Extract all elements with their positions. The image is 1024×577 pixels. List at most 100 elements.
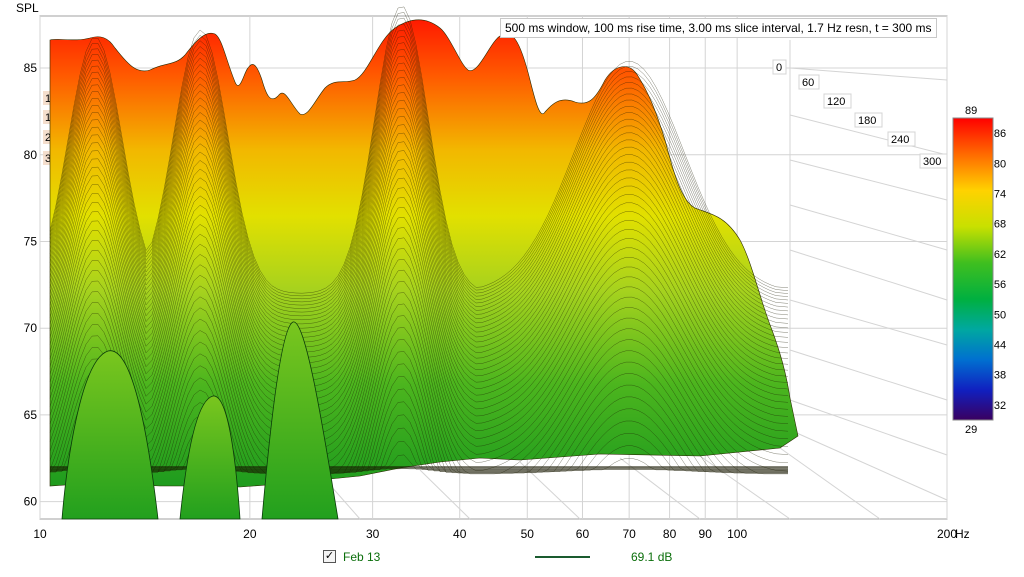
x-tick-label: 90 [699, 527, 713, 541]
x-tick-label: 80 [663, 527, 677, 541]
colorbar-tick: 62 [994, 249, 1006, 261]
time-tick-box [823, 93, 852, 109]
slice-line [49, 42, 789, 313]
slice-line [49, 62, 789, 325]
slice-line [49, 237, 789, 443]
y-tick-label: 80 [24, 148, 38, 162]
colorbar [952, 117, 994, 421]
time-tick-label: 0 [776, 62, 782, 74]
x-tick-label: 70 [622, 527, 636, 541]
colorbar-max: 89 [965, 105, 977, 117]
slice-line [50, 427, 788, 471]
front-slices [61, 321, 339, 520]
slice-line [49, 48, 789, 317]
x-tick-label: 200 [937, 527, 957, 541]
front-peak-22hz [261, 321, 339, 520]
waterfall-surface [49, 6, 799, 488]
slice-line [49, 12, 789, 297]
slice-line [49, 115, 789, 358]
colorbar-tick: 56 [994, 279, 1006, 291]
x-axis-unit: Hz [955, 527, 970, 541]
front-peak-13hz [61, 350, 159, 520]
legend-checkbox[interactable]: ✓ [323, 550, 336, 563]
slice-line [49, 197, 789, 414]
colorbar-tick: 74 [994, 189, 1006, 201]
y-tick-label: 60 [24, 495, 38, 509]
slice-line [49, 315, 788, 474]
x-tick-label: 100 [727, 527, 747, 541]
colorbar-tick: 50 [994, 309, 1006, 321]
slice-line [49, 206, 789, 421]
x-axis: 10 20 30 40 50 60 70 80 90 100 200 [33, 527, 957, 541]
x-tick-label: 10 [33, 527, 47, 541]
x-tick-label: 50 [521, 527, 535, 541]
time-tick-label: 240 [891, 134, 909, 146]
perspective-line [789, 429, 948, 501]
chart-title: 500 ms window, 100 ms rise time, 3.00 ms… [500, 18, 937, 38]
colorbar-tick: 86 [994, 128, 1006, 140]
colorbar-tick: 32 [994, 400, 1006, 412]
slice-line [49, 76, 789, 333]
time-tick-box [919, 153, 948, 169]
slice-line [49, 216, 789, 428]
perspective-line [789, 114, 948, 156]
legend: ✓ Feb 13 69.1 dB [0, 545, 1024, 569]
slice-line [49, 280, 789, 475]
slice-line [49, 159, 789, 388]
legend-line-swatch [535, 556, 590, 558]
slice-line [49, 69, 789, 329]
slice-line [49, 327, 788, 474]
perspective-line [789, 67, 948, 81]
slice-line [49, 6, 789, 294]
perspective-line [789, 204, 948, 251]
slice-line [49, 150, 789, 381]
time-tick-label: 300 [923, 156, 941, 168]
legend-value: 69.1 dB [631, 550, 673, 564]
y-tick-label: 85 [24, 61, 38, 75]
time-tick-box [854, 112, 883, 128]
x-tick-label: 40 [453, 527, 467, 541]
slice-line [49, 55, 789, 321]
y-tick-label: 75 [24, 234, 38, 248]
time-tick-label: 120 [827, 96, 845, 108]
slice-line [49, 269, 789, 467]
slice-line [49, 23, 789, 303]
slice-line [49, 292, 788, 475]
slice-line [49, 248, 789, 451]
y-tick-label: 65 [24, 408, 38, 422]
slice-line [49, 168, 789, 394]
floor-line [779, 447, 881, 520]
slice-line [49, 35, 789, 309]
slice-lines [49, 6, 789, 475]
slice-line [49, 132, 789, 369]
slice-line [49, 187, 789, 407]
colorbar-tick: 44 [994, 340, 1006, 352]
time-tick-box [798, 74, 820, 90]
slice-line [49, 177, 789, 400]
legend-label: Feb 13 [343, 550, 381, 564]
slice-line [50, 454, 788, 470]
slice-line [49, 339, 788, 473]
slice-line [50, 363, 788, 472]
y-tick-label: 70 [24, 321, 38, 335]
perspective-line [789, 349, 948, 401]
y-axis: 60 65 70 75 80 85 [24, 61, 38, 509]
slice-line [49, 92, 789, 343]
colorbar-ticks: 86 80 74 68 62 56 50 44 38 32 [994, 128, 1006, 412]
front-peak-18hz [179, 395, 241, 520]
x-tick-label: 20 [243, 527, 257, 541]
x-tick-label: 60 [576, 527, 590, 541]
slice-line [50, 351, 788, 473]
colorbar-tick: 80 [994, 158, 1006, 170]
slice-line [49, 17, 789, 300]
perspective-line [789, 299, 948, 346]
slice-line [49, 258, 789, 459]
floor-line [419, 469, 471, 520]
slice-line [49, 303, 788, 474]
slice-line [49, 107, 789, 353]
slice-line [50, 441, 788, 470]
time-tick-label: 180 [858, 115, 876, 127]
slice-line [50, 388, 788, 472]
slice-line [50, 376, 788, 472]
